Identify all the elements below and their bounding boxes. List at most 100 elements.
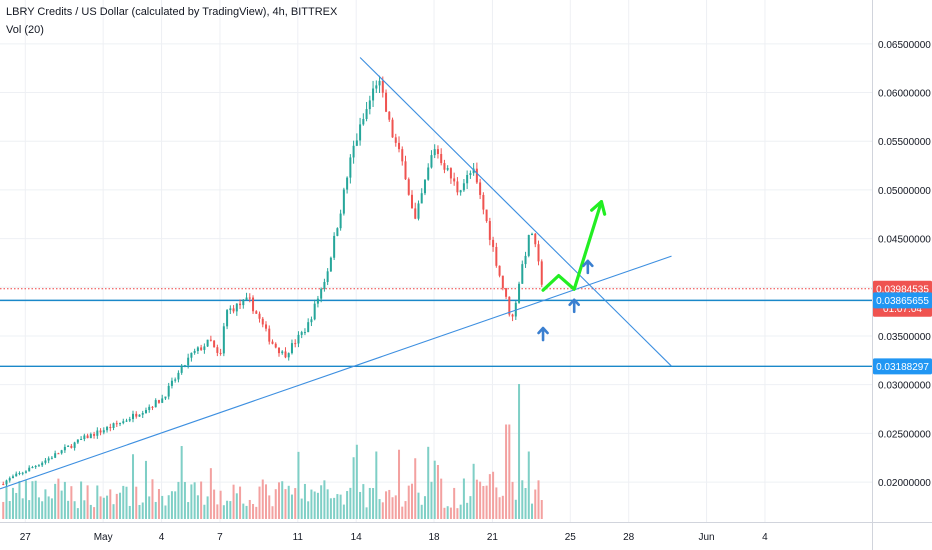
volume-bar — [511, 481, 514, 519]
volume-bar — [297, 451, 300, 519]
candle-body — [534, 233, 537, 245]
volume-bar — [93, 507, 96, 519]
horizontal-lines — [0, 288, 872, 368]
volume-bar — [300, 498, 303, 519]
volume-bar — [368, 487, 371, 519]
volume-bar — [132, 454, 135, 519]
x-tick-label: 14 — [351, 532, 363, 543]
volume-bar — [86, 485, 89, 519]
candle-body — [362, 118, 365, 125]
candle-body — [495, 246, 498, 266]
candle-body — [349, 157, 352, 178]
volume-bar — [255, 506, 258, 519]
candle-body — [410, 194, 413, 209]
volume-bar — [462, 478, 465, 519]
candle-body — [135, 413, 138, 417]
candle-body — [203, 346, 206, 350]
candle-body — [115, 423, 118, 425]
volume-bar — [349, 487, 352, 519]
candle-body — [239, 303, 242, 306]
candle-body — [216, 347, 219, 353]
candle-body — [206, 339, 209, 347]
candle-body — [531, 233, 534, 236]
candle-body — [89, 434, 92, 439]
candle-body — [342, 189, 345, 214]
volume-bar — [290, 494, 293, 519]
volume-bar — [37, 497, 40, 519]
candle-body — [80, 439, 83, 441]
volume-bar — [268, 495, 271, 519]
candle-body — [388, 111, 391, 120]
candle-body — [245, 297, 248, 300]
trendline — [0, 255, 672, 490]
volume-bar — [206, 496, 209, 519]
volume-bar — [449, 507, 452, 519]
y-tick-label: 0.03000000 — [878, 381, 931, 392]
volume-bar — [154, 501, 157, 519]
candle-body — [193, 351, 196, 353]
volume-bar — [378, 499, 381, 519]
volume-bar — [265, 484, 268, 519]
candle-body — [67, 445, 70, 447]
up-arrow — [582, 259, 594, 275]
candle-body — [99, 430, 102, 433]
x-tick-label: Jun — [698, 532, 714, 543]
candle-body — [294, 343, 297, 345]
candle-body — [446, 168, 449, 170]
candle-body — [277, 347, 280, 354]
candle-body — [488, 221, 491, 240]
volume-bar — [89, 504, 92, 519]
candle-body — [21, 472, 24, 474]
volume-bar — [518, 384, 521, 519]
candle-body — [300, 332, 303, 335]
volume-bar — [80, 481, 83, 519]
candle-body — [187, 357, 190, 366]
candle-body — [258, 313, 261, 319]
volume-bar — [391, 497, 394, 519]
candle-body — [5, 480, 8, 485]
candle-body — [378, 80, 381, 86]
volume-bar — [261, 479, 264, 519]
volume-bar — [459, 504, 462, 519]
volume-bar — [67, 500, 70, 519]
volume-bar — [63, 481, 66, 519]
drawings — [537, 199, 607, 342]
candle-body — [287, 353, 290, 358]
volume-bar — [193, 482, 196, 519]
volume-bar — [501, 495, 504, 519]
volume-bar — [183, 481, 186, 519]
trendlines — [0, 57, 672, 490]
candle-body — [34, 466, 37, 468]
candle-body — [443, 163, 446, 170]
candle-body — [449, 168, 452, 179]
volume-bar — [57, 478, 60, 519]
volume-bar — [187, 502, 190, 519]
volume-bar — [41, 501, 44, 519]
candle-body — [475, 168, 478, 183]
volume-legend: Vol (20) — [6, 24, 44, 36]
candle-body — [359, 124, 362, 141]
volume-bar — [505, 424, 508, 519]
candle-body — [385, 92, 388, 112]
volume-bar — [24, 480, 27, 519]
volume-bar — [410, 483, 413, 519]
candle-body — [222, 326, 225, 354]
candle-body — [148, 406, 151, 411]
candle-body — [346, 177, 349, 190]
volume-histogram — [2, 384, 543, 519]
volume-bar — [446, 506, 449, 519]
candle-body — [391, 119, 394, 138]
y-tick-label: 0.05500000 — [878, 137, 931, 148]
volume-bar — [151, 479, 154, 519]
volume-bar — [320, 485, 323, 519]
y-tick-label: 0.03500000 — [878, 332, 931, 343]
volume-bar — [401, 506, 404, 519]
candle-body — [229, 308, 232, 311]
candle-body — [524, 255, 527, 265]
volume-bar — [138, 504, 141, 519]
volume-bar — [203, 504, 206, 519]
volume-bar — [346, 491, 349, 519]
volume-bar — [284, 489, 287, 519]
volume-bar — [174, 491, 177, 519]
